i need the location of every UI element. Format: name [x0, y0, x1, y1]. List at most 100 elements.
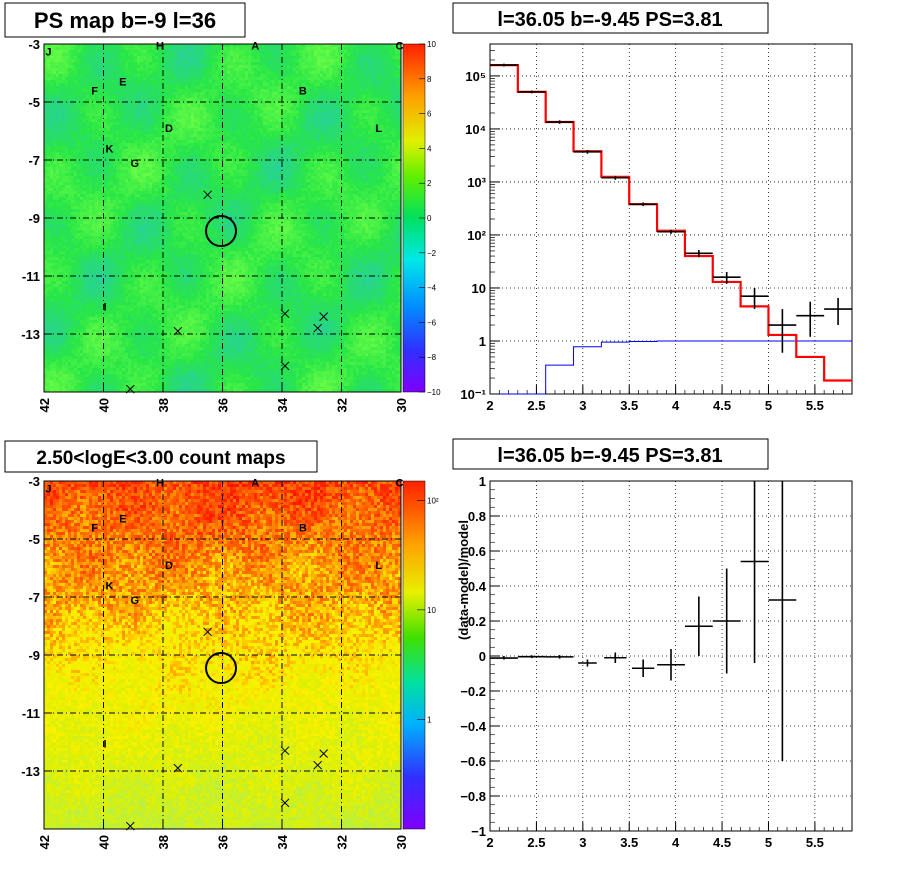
panel-title-spectrum: l=36.05 b=-9.45 PS=3.81 [453, 3, 768, 33]
spectrum-x-tick-label: 3.5 [620, 398, 638, 413]
residual-plot: 2 2.5 3 3.5 4 4.5 5 5.5 −1−0.8−0.6−0.4−0.200.20… [456, 474, 852, 850]
map-x-tick-label: 36 [216, 835, 231, 849]
residual-x-tick-label: 5.5 [806, 835, 824, 850]
map-y-tick-label: -7 [28, 590, 40, 605]
source-label: I [103, 738, 106, 750]
map-x-tick-label: 38 [156, 835, 171, 849]
spectrum-x-tick-label: 5.5 [806, 398, 824, 413]
svg-text:PS map b=-9 l=36: PS map b=-9 l=36 [34, 8, 216, 33]
ps-colorbar-tick-label: −8 [427, 353, 437, 362]
ps-colorbar-tick-label: 2 [427, 179, 432, 188]
map-x-tick-label: 42 [37, 398, 52, 412]
residual-x-tick-label: 2.5 [527, 835, 545, 850]
count-colorbar: 10² 10 1 [403, 481, 439, 829]
count-colorbar-tick-label: 10² [427, 496, 439, 505]
source-label: L [375, 123, 382, 135]
source-label: L [375, 560, 382, 572]
map-x-tick-label: 32 [335, 398, 350, 412]
source-label: F [91, 85, 98, 97]
map-x-tick-label: 34 [275, 834, 290, 849]
map-y-tick-label: -5 [28, 532, 40, 547]
map-y-tick-label: -11 [22, 269, 40, 284]
count-colorbar-tick-label: 1 [427, 715, 432, 724]
source-label: K [105, 143, 113, 155]
map-x-tick-label: 40 [97, 398, 112, 412]
source-label: G [130, 158, 139, 170]
residual-x-tick-label: 4.5 [713, 835, 731, 850]
spectrum-y-tick-label: 10⁴ [465, 122, 486, 137]
map-y-tick-label: -3 [28, 474, 40, 489]
map-x-tick-label: 38 [156, 398, 171, 412]
spectrum-y-tick-label: 10² [467, 228, 486, 243]
source-label: J [45, 483, 51, 495]
spectrum-x-tick-label: 5 [765, 398, 772, 413]
source-label: D [165, 123, 173, 135]
residual-y-tick-label: −0.6 [460, 754, 486, 769]
map-x-tick-label: 40 [97, 835, 112, 849]
map-x-tick-label: 36 [216, 398, 231, 412]
ps-colorbar-tick-label: 6 [427, 110, 432, 119]
source-label: A [251, 40, 259, 52]
spectrum-y-tick-label: 10⁵ [465, 69, 486, 84]
map-y-tick-label: -13 [21, 764, 40, 779]
source-label: C [396, 40, 404, 52]
ps-colorbar-tick-label: 4 [427, 144, 432, 153]
source-label: G [130, 595, 139, 607]
ps-colorbar-tick-label: −2 [427, 249, 437, 258]
source-label: C [396, 477, 404, 489]
spectrum-x-tick-label: 4 [672, 398, 680, 413]
spectrum-y-tick-label: 10³ [467, 175, 486, 190]
source-label: E [119, 77, 126, 89]
spectrum-y-tick-label: 1 [479, 334, 486, 349]
source-label: H [156, 40, 164, 52]
residual-y-tick-label: 0 [479, 649, 486, 664]
map-y-tick-label: -9 [28, 648, 40, 663]
source-label: A [251, 477, 259, 489]
residual-x-tick-label: 3.5 [620, 835, 638, 850]
residual-y-tick-label: −0.2 [460, 684, 486, 699]
map-x-tick-label: 30 [394, 835, 409, 849]
residual-y-tick-label: 1 [479, 474, 486, 489]
panel-title-count-map: 2.50<logE<3.00 count maps [5, 441, 317, 472]
spectrum-y-tick-label: 10 [472, 281, 486, 296]
source-label: I [103, 301, 106, 313]
map-y-tick-label: -13 [21, 327, 40, 342]
source-label: H [156, 477, 164, 489]
spectrum-x-tick-label: 3 [579, 398, 586, 413]
map-y-tick-label: -11 [22, 706, 40, 721]
residual-x-tick-label: 2 [486, 835, 493, 850]
residual-y-tick-label: −0.4 [460, 719, 486, 734]
ps-colorbar-tick-label: 8 [427, 75, 432, 84]
residual-x-tick-label: 4 [672, 835, 680, 850]
residual-x-tick-label: 3 [579, 835, 586, 850]
count-colorbar-gradient [403, 481, 425, 829]
residual-y-axis-label: (data-model)/model [456, 520, 471, 640]
source-label: B [299, 522, 307, 534]
spectrum-x-tick-label: 4.5 [713, 398, 731, 413]
map-x-tick-label: 32 [335, 835, 350, 849]
source-label: D [165, 560, 173, 572]
map-y-tick-label: -3 [28, 37, 40, 52]
source-label: J [45, 46, 51, 58]
spectrum-x-tick-label: 2.5 [527, 398, 545, 413]
svg-text:l=36.05 b=-9.45 PS=3.81: l=36.05 b=-9.45 PS=3.81 [497, 445, 722, 467]
source-label: K [105, 580, 113, 592]
map-y-tick-label: -9 [28, 211, 40, 226]
ps-colorbar-tick-label: −10 [427, 388, 441, 397]
map-x-tick-label: 34 [275, 397, 290, 412]
spectrum-x-tick-label: 2 [486, 398, 493, 413]
map-x-tick-label: 30 [394, 398, 409, 412]
source-label: B [299, 85, 307, 97]
spectrum-frame [490, 44, 852, 394]
panel-title-ps-map: PS map b=-9 l=36 [5, 3, 245, 37]
count-colorbar-tick-label: 10 [427, 606, 436, 615]
ps-colorbar-tick-label: 0 [427, 214, 432, 223]
ps-colorbar-tick-label: −6 [427, 318, 437, 327]
source-label: E [119, 514, 126, 526]
residual-y-tick-label: −1 [471, 824, 486, 839]
